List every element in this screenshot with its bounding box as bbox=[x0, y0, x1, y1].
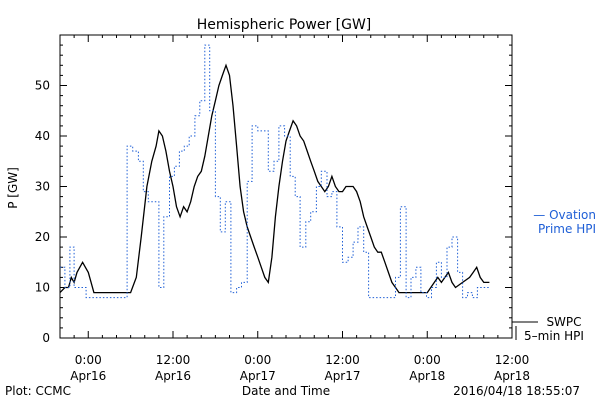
legend-swpc-line2: 5–min HPI bbox=[524, 329, 584, 343]
x-tick-date-label: Apr16 bbox=[155, 369, 191, 383]
y-tick-label: 20 bbox=[35, 230, 50, 244]
x-tick-date-label: Apr18 bbox=[494, 369, 530, 383]
x-tick-date-label: Apr17 bbox=[240, 369, 276, 383]
y-tick-label: 0 bbox=[42, 331, 50, 345]
x-tick-time-label: 0:00 bbox=[75, 353, 102, 367]
x-tick-time-label: 12:00 bbox=[156, 353, 191, 367]
y-tick-label: 50 bbox=[35, 79, 50, 93]
legend-swpc-line1: SWPC bbox=[546, 315, 581, 329]
series-line-swpc bbox=[59, 63, 490, 294]
x-tick-date-label: Apr16 bbox=[70, 369, 106, 383]
y-tick-label: 40 bbox=[35, 129, 50, 143]
legend-ovation-line1: — Ovation bbox=[533, 208, 596, 222]
x-tick-date-label: Apr18 bbox=[409, 369, 445, 383]
chart-title: Hemispheric Power [GW] bbox=[197, 17, 372, 33]
footer-credit: Plot: CCMC bbox=[5, 384, 71, 398]
series-layer bbox=[59, 44, 490, 299]
x-tick-time-label: 0:00 bbox=[414, 353, 441, 367]
series-line-ovation-prime bbox=[60, 44, 490, 299]
y-tick-label: 30 bbox=[35, 180, 50, 194]
x-axis-ticks: 0:00 Apr16 12:00 Apr16 0:00 Apr17 12:00 Apr17 0:… bbox=[59, 35, 530, 383]
x-tick-time-label: 12:00 bbox=[495, 353, 530, 367]
x-axis-label: Date and Time bbox=[242, 384, 330, 398]
y-axis-ticks: 0 10 20 30 40 50 bbox=[35, 34, 512, 345]
x-tick-time-label: 0:00 bbox=[244, 353, 271, 367]
legend-ovation-line2: Prime HPI bbox=[538, 222, 596, 236]
y-tick-label: 10 bbox=[35, 281, 50, 295]
y-axis-label: P [GW] bbox=[6, 167, 20, 209]
x-tick-date-label: Apr17 bbox=[324, 369, 360, 383]
footer-timestamp: 2016/04/18 18:55:07 bbox=[453, 384, 580, 398]
x-tick-time-label: 12:00 bbox=[325, 353, 360, 367]
